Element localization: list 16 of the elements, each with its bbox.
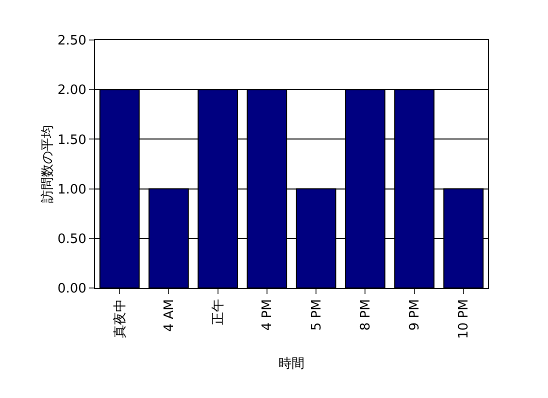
x-tick-label: 10 PM [456, 299, 472, 339]
y-tick-label: 1.00 [57, 182, 86, 198]
y-tick-label: 1.50 [57, 132, 86, 148]
x-tick-label: 正午 [211, 299, 226, 326]
x-tick-label: 真夜中 [112, 299, 128, 338]
x-axis-title: 時間 [278, 356, 304, 372]
x-tick-label: 4 PM [260, 299, 276, 331]
y-tick-label: 2.50 [57, 34, 86, 49]
y-tick-label: 0.50 [57, 232, 86, 247]
y-tick-label: 0.00 [57, 282, 86, 297]
x-tick-label: 9 PM [408, 299, 423, 331]
x-tick-label: 4 AM [162, 299, 177, 332]
y-axis-title: 訪問数の平均 [40, 125, 56, 203]
x-tick-label: 5 PM [309, 299, 324, 331]
y-tick-label: 2.00 [57, 83, 86, 98]
x-tick-label: 8 PM [358, 299, 374, 331]
